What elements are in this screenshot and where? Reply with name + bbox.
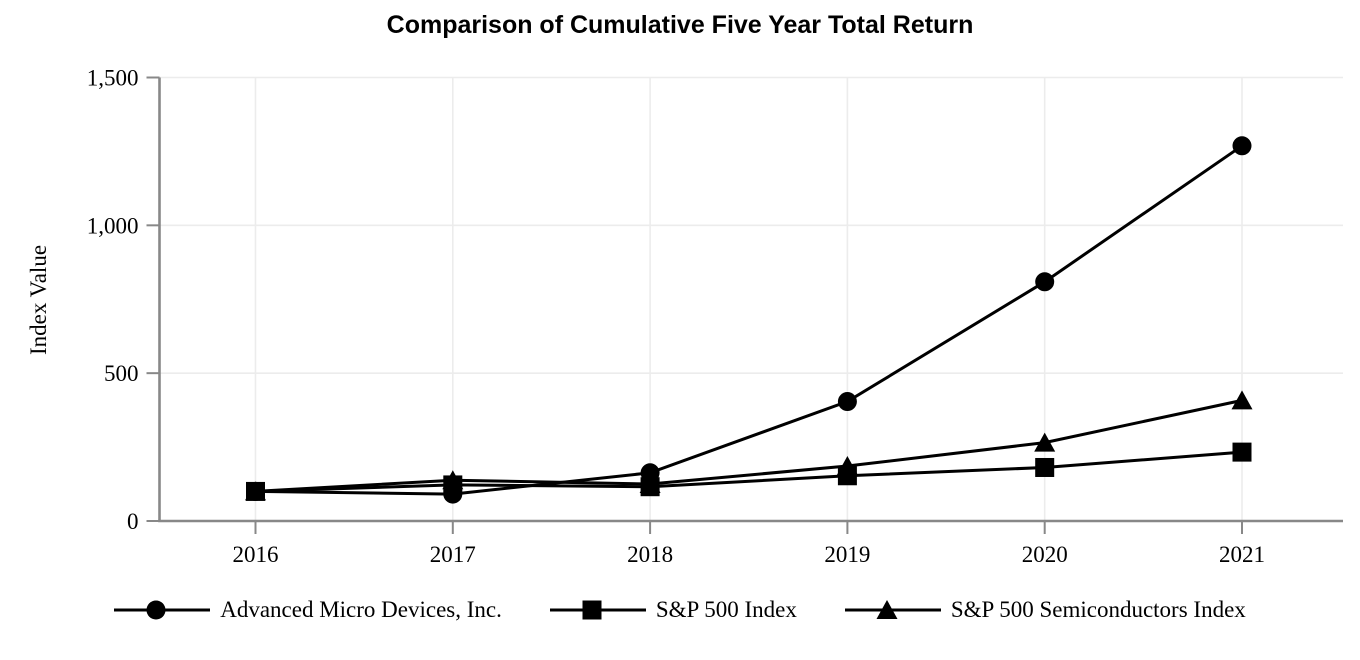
triangle-marker (876, 600, 898, 619)
legend-item-s-p-500-semiconductors-index: S&P 500 Semiconductors Index (844, 597, 1246, 623)
series-line-s-p-500-index (255, 450, 1243, 493)
legend-triangle-marker-icon (844, 600, 941, 619)
square-marker (582, 600, 602, 620)
triangle-marker (245, 481, 266, 501)
triangle-marker (442, 470, 464, 490)
legend-label: Advanced Micro Devices, Inc. (220, 597, 502, 622)
chart-title: Comparison of Cumulative Five Year Total… (386, 11, 974, 39)
legend-square-marker-icon (549, 600, 646, 620)
legend-label: S&P 500 Index (655, 597, 797, 622)
legend-item-advanced-micro-devices-inc: Advanced Micro Devices, Inc. (114, 597, 502, 623)
y-tick-label: 1,500 (87, 66, 139, 91)
y-tick-label: 0 (127, 509, 139, 534)
x-tick-label: 2021 (1219, 542, 1265, 567)
legend-label: S&P 500 Semiconductors Index (950, 597, 1246, 622)
legend-item-s-p-500-index: S&P 500 Index (549, 597, 797, 623)
triangle-marker (639, 474, 661, 494)
x-tick-label: 2018 (627, 542, 673, 567)
y-tick-label: 500 (104, 361, 139, 386)
circle-marker (837, 392, 857, 412)
x-tick-label: 2020 (1022, 542, 1068, 567)
series-line-advanced-micro-devices-inc (255, 144, 1243, 496)
x-tick-label: 2017 (430, 542, 476, 567)
triangle-marker (1231, 390, 1253, 410)
triangle-marker (1034, 432, 1056, 452)
y-tick-label: 1,000 (87, 213, 139, 238)
square-marker (1035, 457, 1055, 477)
legend: Advanced Micro Devices, Inc. S&P 500 Inde… (0, 597, 1360, 623)
triangle-marker (836, 456, 858, 476)
series-line-s-p-500-semiconductors-index (255, 398, 1243, 493)
circle-marker (1035, 272, 1055, 292)
circle-marker (1232, 136, 1252, 156)
square-marker (1232, 442, 1252, 462)
x-tick-label: 2019 (824, 542, 870, 567)
legend-circle-marker-icon (114, 600, 211, 620)
circle-marker (146, 600, 166, 620)
x-tick-label: 2016 (233, 542, 279, 567)
